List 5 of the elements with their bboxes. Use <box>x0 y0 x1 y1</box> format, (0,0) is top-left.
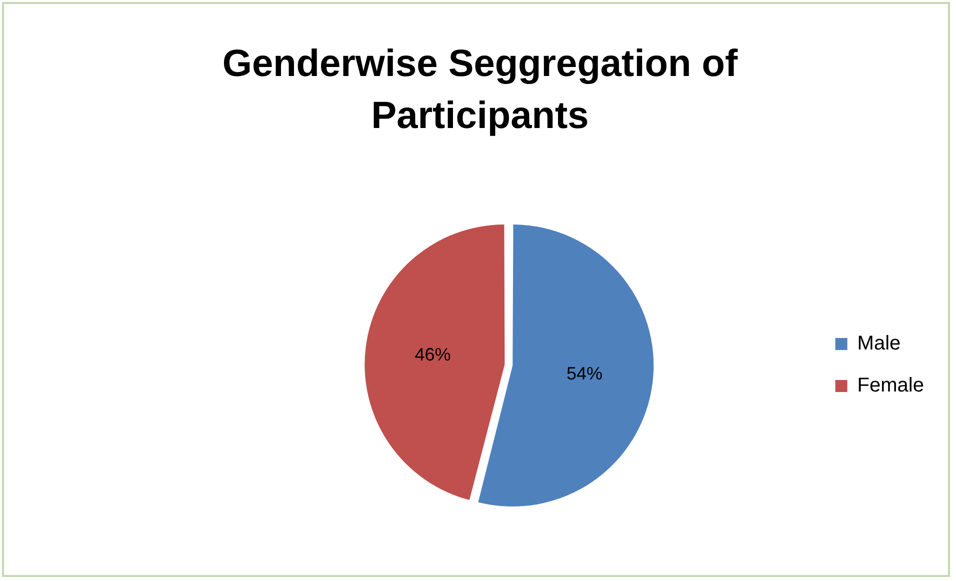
legend-label: Male <box>857 332 901 355</box>
legend-label: Female <box>857 374 924 397</box>
data-label: 54% <box>566 364 603 384</box>
data-label: 46% <box>414 344 451 364</box>
chart-title: Genderwise Seggregation of Participants <box>221 42 739 139</box>
